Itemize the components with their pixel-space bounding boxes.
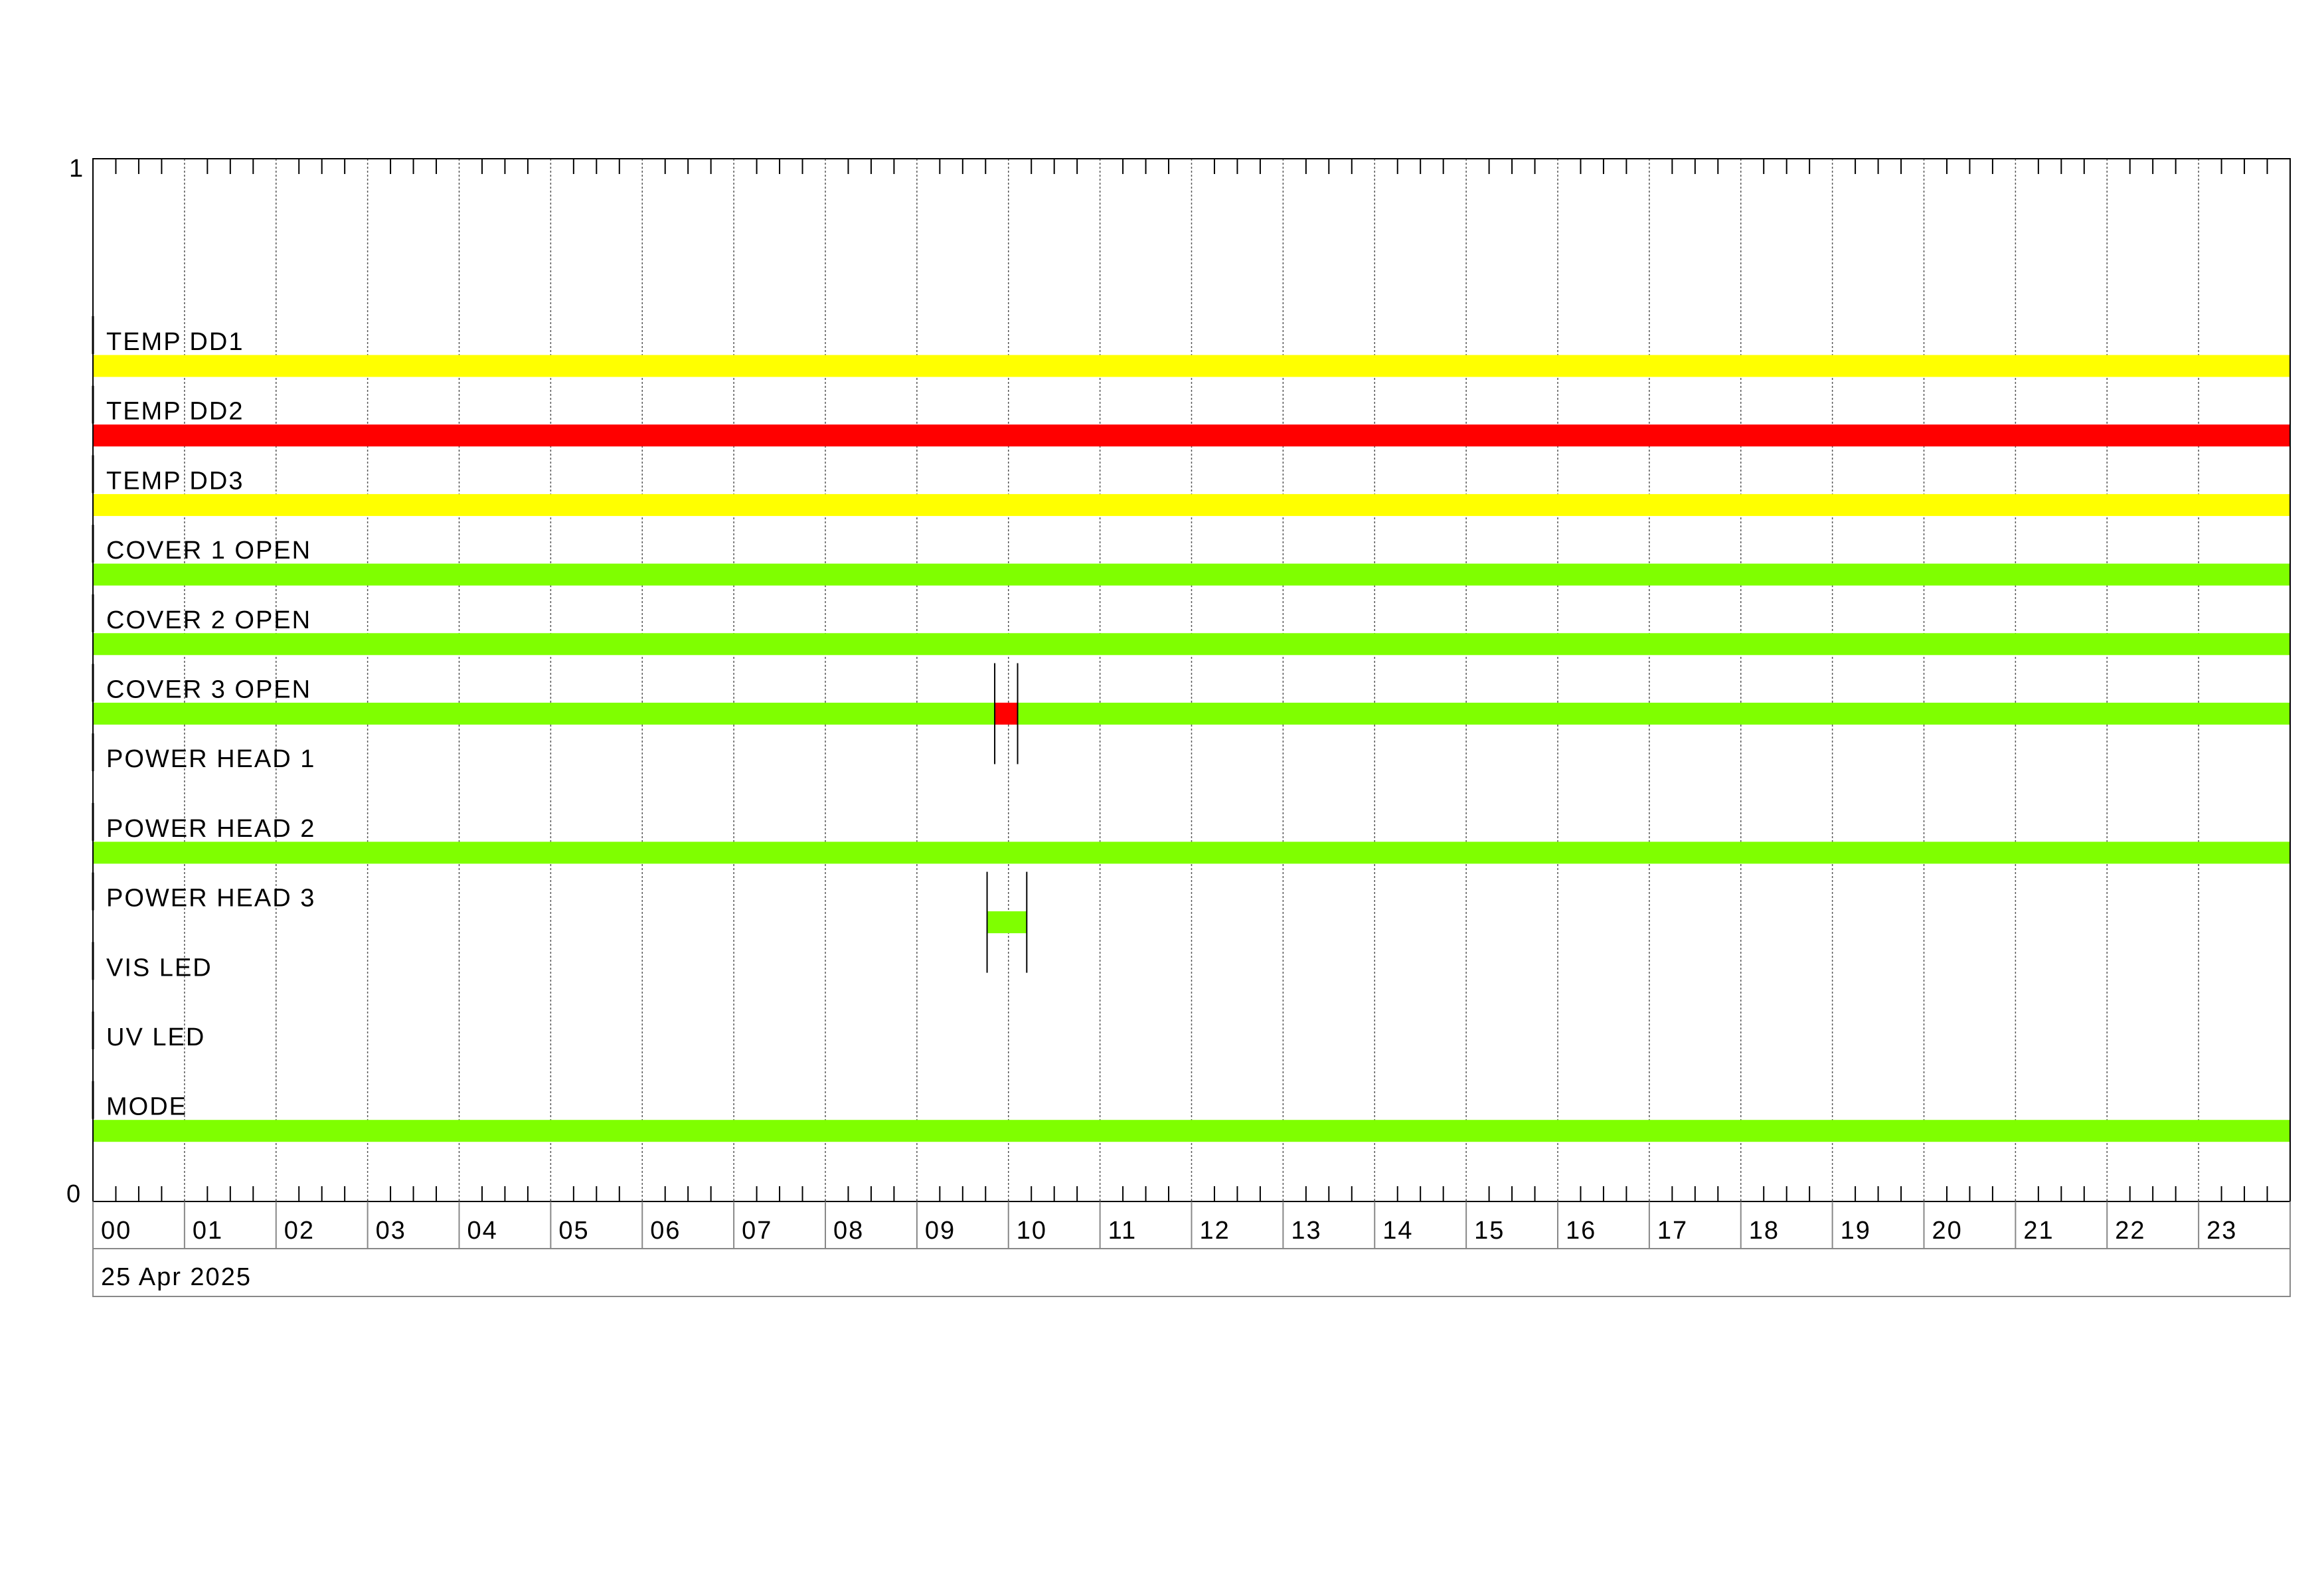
status-segment (93, 563, 2290, 586)
row-label: UV LED (106, 1023, 205, 1051)
x-tick-label: 20 (1932, 1217, 1963, 1245)
x-tick-label: 08 (833, 1217, 864, 1245)
status-segment (93, 355, 2290, 377)
row-label: COVER 3 OPEN (106, 676, 311, 704)
row-label: MODE (106, 1093, 187, 1121)
row-labels: TEMP DD1 TEMP DD2 TEMP DD3 COVER 1 OPEN COVE… (92, 316, 315, 1121)
x-tick-label: 14 (1382, 1217, 1413, 1245)
x-tick-label: 04 (467, 1217, 498, 1245)
x-tick-label: 00 (101, 1217, 131, 1245)
grid (184, 159, 2199, 1201)
row-label: COVER 2 OPEN (106, 606, 311, 634)
row-label: POWER HEAD 1 (106, 745, 315, 773)
x-tick-label: 15 (1474, 1217, 1505, 1245)
x-tick-label: 12 (1200, 1217, 1230, 1245)
x-tick-label: 11 (1108, 1217, 1137, 1245)
x-tick-label: 02 (284, 1217, 315, 1245)
status-segment (93, 424, 2290, 447)
row-label: VIS LED (106, 954, 212, 982)
x-tick-label: 17 (1657, 1217, 1688, 1245)
x-tick-label: 13 (1291, 1217, 1321, 1245)
x-tick-label: 09 (925, 1217, 955, 1245)
status-segment (1017, 703, 2290, 725)
y-axis-top-label: 1 (69, 155, 84, 183)
x-tick-label: 10 (1017, 1217, 1047, 1245)
row-label: POWER HEAD 3 (106, 885, 315, 913)
status-segment (987, 911, 1027, 934)
x-tick-label: 01 (193, 1217, 223, 1245)
status-segment (93, 633, 2290, 656)
status-segment (995, 703, 1018, 725)
status-segment (93, 841, 2290, 864)
x-tick-label: 16 (1566, 1217, 1596, 1245)
row-label: TEMP DD3 (106, 467, 244, 495)
y-axis-bottom-label: 0 (66, 1180, 82, 1208)
status-segment (93, 1120, 2290, 1142)
x-tick-label: 05 (558, 1217, 589, 1245)
x-tick-label: 23 (2206, 1217, 2237, 1245)
date-label: 25 Apr 2025 (101, 1263, 252, 1291)
x-tick-label: 07 (742, 1217, 772, 1245)
x-tick-label: 03 (376, 1217, 406, 1245)
x-tick-label: 22 (2115, 1217, 2145, 1245)
x-tick-label: 21 (2023, 1217, 2054, 1245)
status-segment (93, 493, 2290, 516)
status-segment (93, 703, 995, 725)
row-label: COVER 1 OPEN (106, 537, 311, 565)
x-tick-label: 18 (1749, 1217, 1780, 1245)
row-label: TEMP DD1 (106, 328, 244, 356)
bars (93, 355, 2290, 1142)
x-tick-label: 06 (650, 1217, 681, 1245)
row-label: TEMP DD2 (106, 398, 244, 426)
x-tick-label: 19 (1841, 1217, 1871, 1245)
date-box (92, 1248, 2291, 1297)
row-label: POWER HEAD 2 (106, 815, 315, 843)
